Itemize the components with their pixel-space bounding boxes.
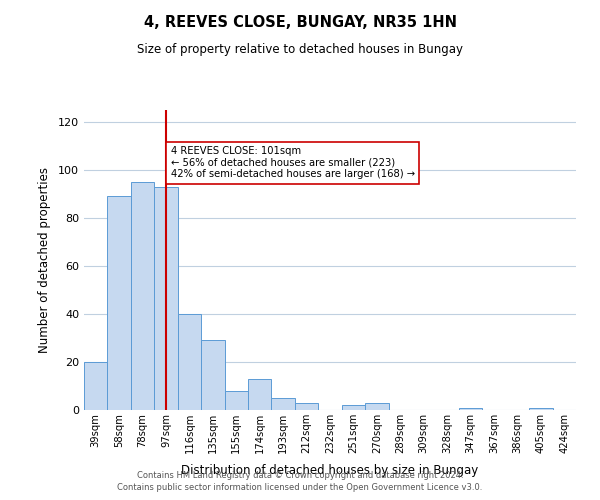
Text: Contains HM Land Registry data © Crown copyright and database right 2024.: Contains HM Land Registry data © Crown c… <box>137 471 463 480</box>
Text: Size of property relative to detached houses in Bungay: Size of property relative to detached ho… <box>137 42 463 56</box>
Bar <box>178 314 201 410</box>
Bar <box>271 398 295 410</box>
Bar <box>201 340 224 410</box>
Bar <box>295 403 318 410</box>
Bar <box>248 379 271 410</box>
Text: Contains public sector information licensed under the Open Government Licence v3: Contains public sector information licen… <box>118 484 482 492</box>
Bar <box>529 408 553 410</box>
Bar <box>342 405 365 410</box>
Bar <box>154 187 178 410</box>
Bar <box>459 408 482 410</box>
Text: 4 REEVES CLOSE: 101sqm
← 56% of detached houses are smaller (223)
42% of semi-de: 4 REEVES CLOSE: 101sqm ← 56% of detached… <box>170 146 415 179</box>
Bar <box>84 362 107 410</box>
Bar <box>131 182 154 410</box>
Bar <box>107 196 131 410</box>
Y-axis label: Number of detached properties: Number of detached properties <box>38 167 51 353</box>
Text: 4, REEVES CLOSE, BUNGAY, NR35 1HN: 4, REEVES CLOSE, BUNGAY, NR35 1HN <box>143 15 457 30</box>
Bar <box>224 391 248 410</box>
X-axis label: Distribution of detached houses by size in Bungay: Distribution of detached houses by size … <box>181 464 479 477</box>
Bar <box>365 403 389 410</box>
